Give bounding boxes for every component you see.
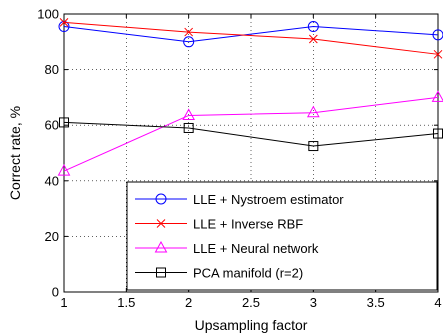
x-tick-label: 1.5 — [117, 295, 135, 310]
data-point — [433, 49, 443, 59]
series-line — [63, 121, 439, 147]
data-point — [308, 141, 319, 152]
legend-item: LLE + Neural network — [135, 240, 319, 256]
legend-label: PCA manifold (r=2) — [193, 266, 303, 281]
y-tick-label: 60 — [45, 118, 59, 133]
legend-label: LLE + Inverse RBF — [193, 217, 303, 232]
legend-marker — [154, 240, 168, 253]
series-group — [57, 17, 443, 176]
data-point — [306, 105, 320, 118]
x-tick-label: 1 — [60, 295, 67, 310]
series-2 — [57, 90, 443, 176]
series-line — [63, 21, 439, 55]
data-point — [432, 29, 443, 41]
legend-label: LLE + Neural network — [193, 241, 319, 256]
series-0 — [58, 21, 443, 48]
series-1 — [59, 17, 443, 59]
x-tick-label: 2 — [185, 295, 192, 310]
x-tick-label: 2.5 — [242, 295, 260, 310]
data-point — [58, 21, 70, 33]
y-tick-label: 20 — [45, 229, 59, 244]
legend-label: LLE + Nystroem estimator — [193, 192, 344, 207]
x-tick-label: 4 — [434, 295, 441, 310]
series-line — [63, 26, 439, 43]
y-axis-label: Correct rate, % — [7, 106, 23, 200]
series-line — [63, 96, 439, 172]
legend-item: PCA manifold (r=2) — [135, 266, 303, 281]
data-point — [183, 36, 195, 48]
data-point — [183, 122, 194, 133]
data-point — [59, 17, 69, 27]
legend-marker — [156, 267, 166, 278]
data-point — [182, 108, 196, 120]
x-tick-label: 3 — [310, 295, 317, 310]
y-tick-label: 80 — [45, 62, 59, 77]
data-point — [184, 27, 194, 37]
legend-item: LLE + Inverse RBF — [135, 217, 303, 232]
x-tick-label: 3.5 — [367, 295, 385, 310]
data-point — [59, 117, 69, 128]
x-axis-label: Upsampling factor — [195, 317, 308, 333]
legend-marker — [155, 193, 167, 205]
data-point — [57, 164, 71, 176]
y-tick-label: 0 — [52, 285, 59, 300]
y-tick-label: 100 — [37, 7, 59, 22]
data-point — [308, 34, 318, 44]
legend: LLE + Nystroem estimator LLE + Inverse RB… — [126, 181, 438, 291]
series-3 — [59, 117, 443, 152]
legend-marker — [156, 219, 166, 228]
data-point — [307, 21, 319, 33]
y-tick-label: 40 — [45, 173, 59, 188]
legend-item: LLE + Nystroem estimator — [135, 192, 344, 207]
data-point — [431, 90, 443, 102]
